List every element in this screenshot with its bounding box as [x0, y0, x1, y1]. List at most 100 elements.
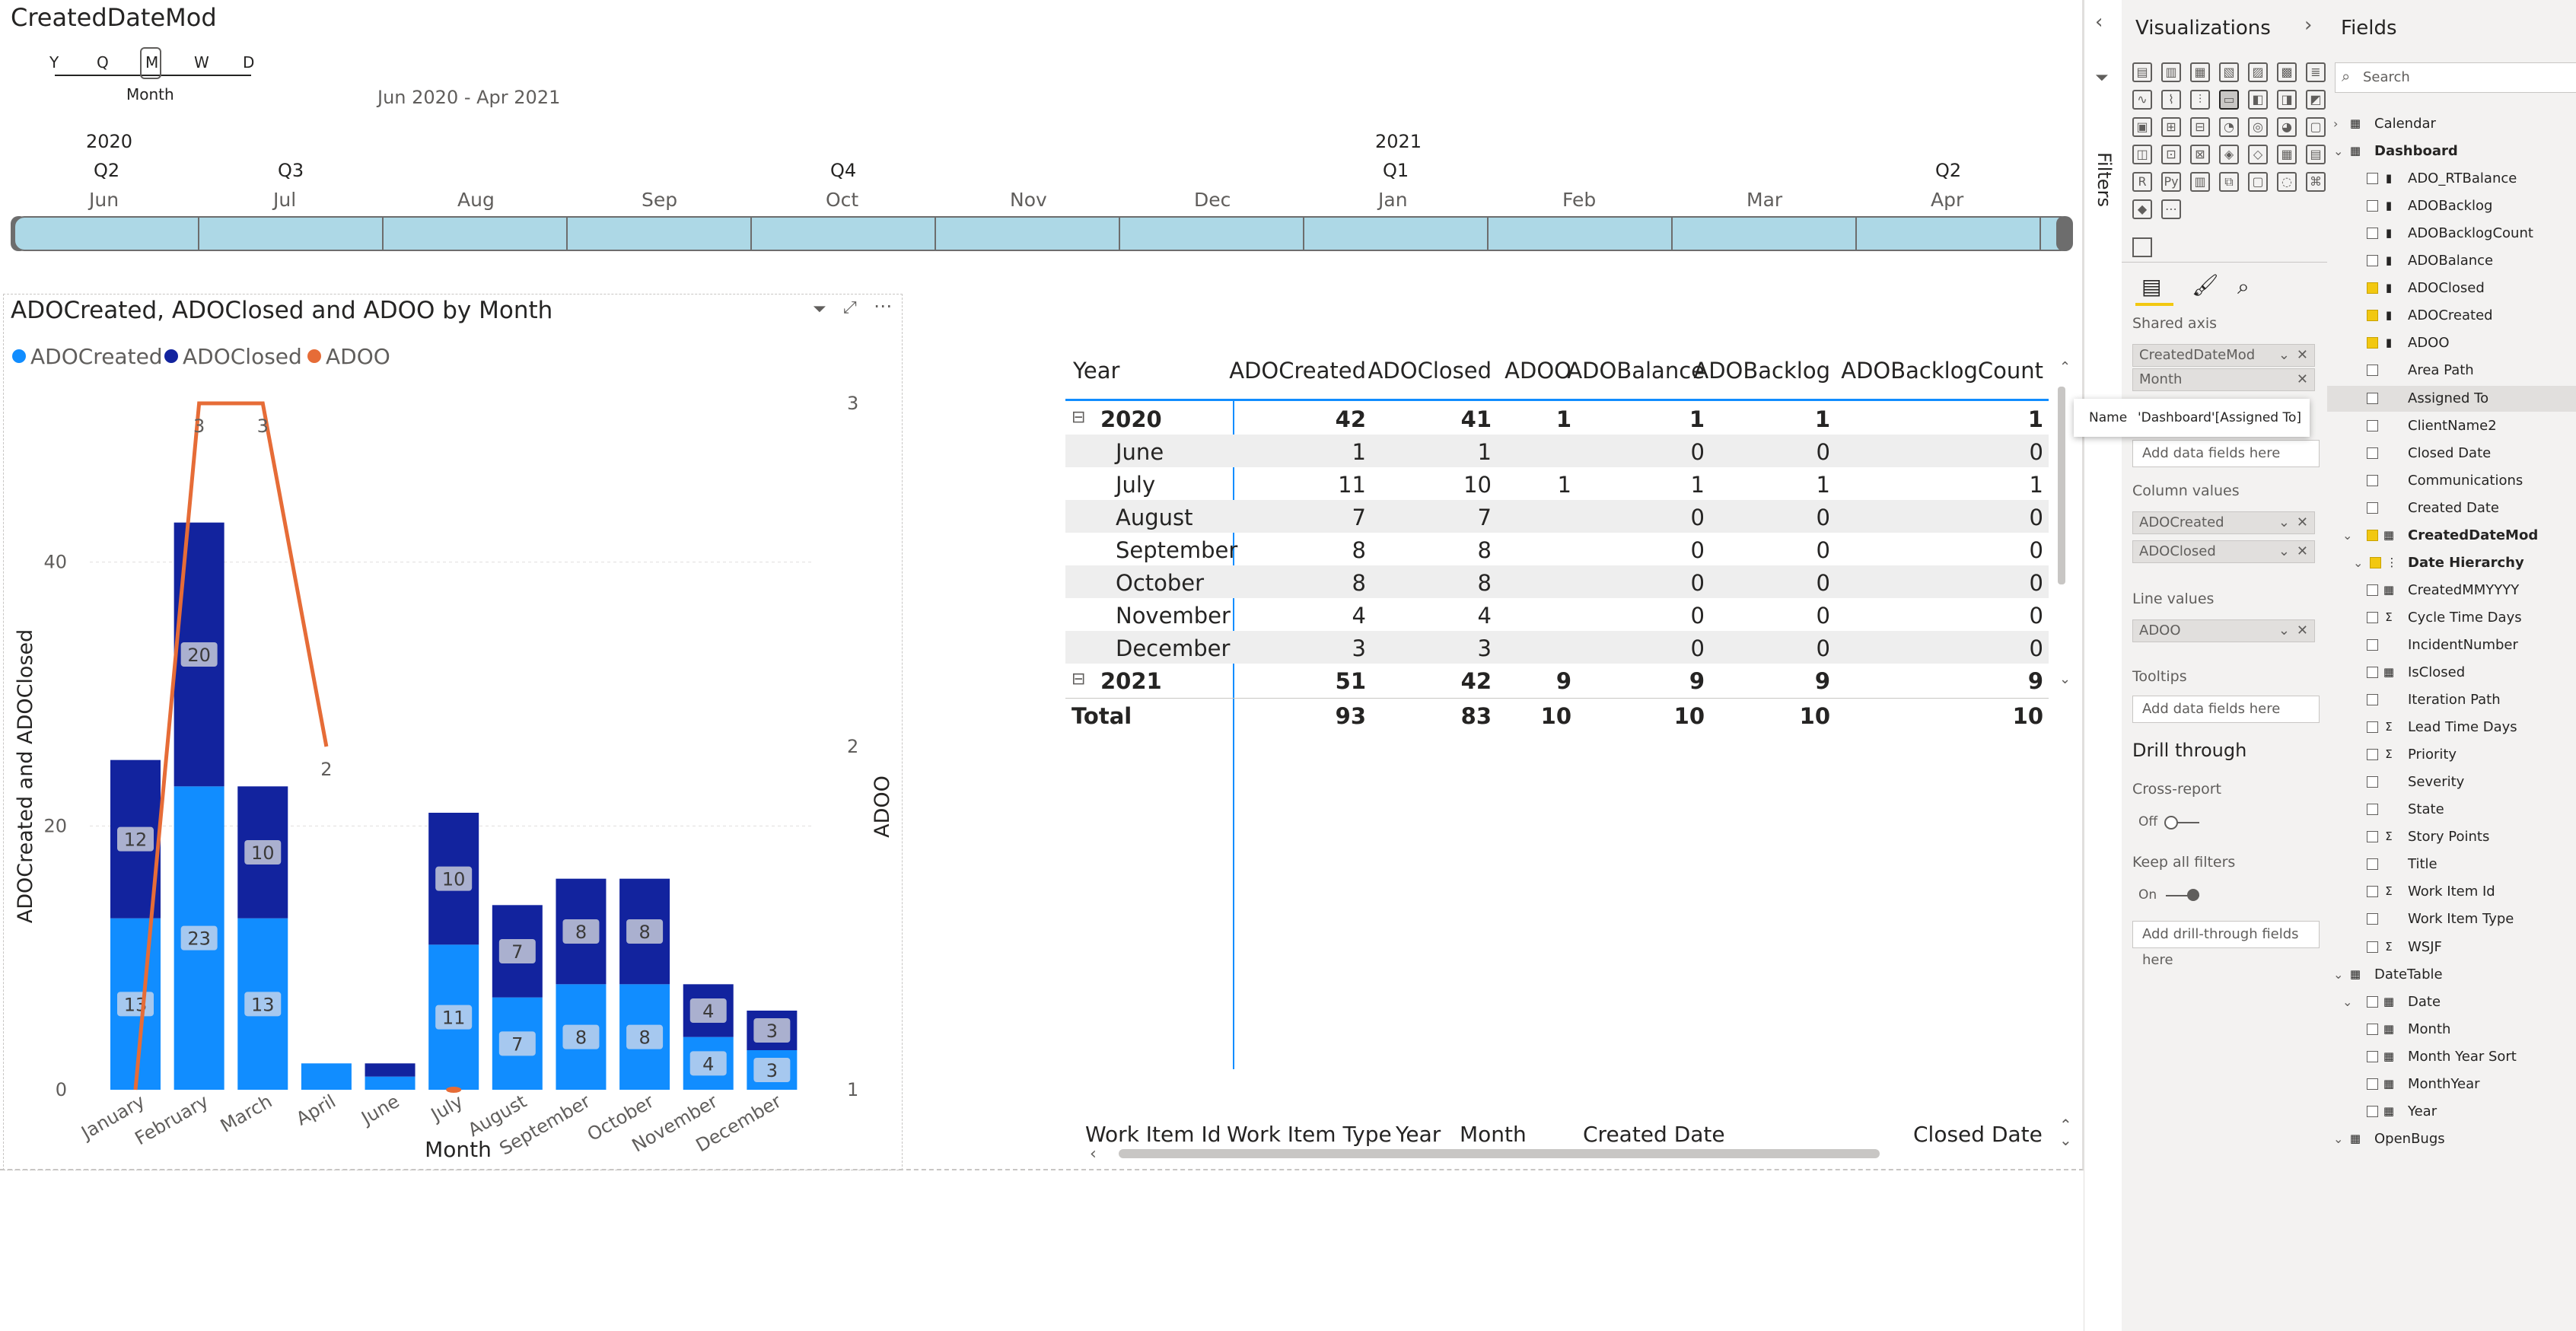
- timeline-bar[interactable]: [14, 216, 2071, 251]
- timeline-cell[interactable]: [384, 218, 568, 250]
- timeline-cell[interactable]: [15, 218, 199, 250]
- field-checkbox[interactable]: [2367, 941, 2378, 953]
- visual-type-icon[interactable]: ⊠: [2190, 145, 2210, 164]
- legend-item-adocreated[interactable]: ADOCreated: [12, 344, 163, 369]
- timeline-cell[interactable]: [199, 218, 384, 250]
- more-options-icon[interactable]: ⋯: [874, 295, 892, 317]
- field-item[interactable]: ▦ Month Year Sort: [2327, 1044, 2576, 1070]
- remove-icon[interactable]: ✕: [2296, 371, 2308, 387]
- field-item[interactable]: ▮ ADOCreated: [2327, 303, 2576, 329]
- field-checkbox[interactable]: [2367, 584, 2378, 596]
- field-checkbox[interactable]: [2367, 804, 2378, 816]
- timeline-cell[interactable]: [1304, 218, 1489, 250]
- field-checkbox[interactable]: [2367, 502, 2378, 514]
- field-item[interactable]: Σ Story Points: [2327, 824, 2576, 850]
- visual-type-icon[interactable]: ▦: [2190, 62, 2210, 82]
- field-item[interactable]: ⌄ ▦ DateTable: [2327, 962, 2576, 988]
- field-checkbox[interactable]: [2367, 337, 2378, 349]
- field-item[interactable]: Σ Lead Time Days: [2327, 715, 2576, 740]
- field-checkbox[interactable]: [2367, 200, 2378, 212]
- matrix-row[interactable]: Total 93 83 10 10 10 10: [1065, 698, 2049, 731]
- matrix-column-header[interactable]: Year: [1073, 358, 1120, 384]
- matrix-row[interactable]: December 3 3 0 0 0: [1065, 631, 2049, 664]
- expand-caret-icon[interactable]: ⌄: [2353, 555, 2364, 570]
- visual-type-icon[interactable]: ≣: [2306, 62, 2326, 82]
- field-item[interactable]: ▮ ADO_RTBalance: [2327, 166, 2576, 192]
- expand-caret-icon[interactable]: ⌄: [2333, 1131, 2344, 1146]
- visual-type-icon[interactable]: ◇: [2248, 145, 2268, 164]
- visual-type-icon[interactable]: ⧉: [2219, 172, 2239, 192]
- granularity-option-w[interactable]: W: [194, 53, 209, 72]
- field-checkbox[interactable]: [2367, 694, 2378, 706]
- field-checkbox[interactable]: [2367, 474, 2378, 486]
- timeline-cell[interactable]: [752, 218, 936, 250]
- field-item[interactable]: ▮ ADOBacklog: [2327, 193, 2576, 219]
- search-box[interactable]: ⌕ Search: [2335, 62, 2576, 93]
- granularity-option-m[interactable]: M: [145, 53, 159, 72]
- field-item[interactable]: ▦ CreatedMMYYYY: [2327, 578, 2576, 603]
- field-checkbox[interactable]: [2367, 667, 2378, 678]
- expand-chevron-icon[interactable]: ›: [2304, 14, 2313, 37]
- column-field-adoclosed[interactable]: ADOClosed ⌄ ✕: [2132, 540, 2315, 563]
- field-checkbox[interactable]: [2367, 721, 2378, 734]
- timeline-end-handle[interactable]: [2056, 216, 2073, 251]
- expand-caret-icon[interactable]: ⌄: [2342, 994, 2353, 1009]
- expand-collapse-icon[interactable]: ⊟: [1071, 670, 1086, 689]
- visual-type-icon[interactable]: ◩: [2306, 90, 2326, 110]
- visual-type-icon[interactable]: ▢: [2248, 172, 2268, 192]
- remove-icon[interactable]: ✕: [2296, 623, 2308, 638]
- field-checkbox[interactable]: [2367, 611, 2378, 623]
- bar-adoclosed[interactable]: [365, 1063, 416, 1077]
- field-checkbox[interactable]: [2367, 173, 2378, 185]
- scroll-up-icon[interactable]: ⌃: [2059, 359, 2071, 375]
- line-adoo-point[interactable]: [446, 1087, 462, 1093]
- combo-chart-visual[interactable]: ADOCreated, ADOClosed and ADOO by Month …: [6, 295, 901, 1167]
- visual-type-icon[interactable]: ▢: [2306, 117, 2326, 137]
- remove-icon[interactable]: ✕: [2296, 347, 2308, 363]
- field-item[interactable]: Work Item Type: [2327, 906, 2576, 932]
- visual-type-icon[interactable]: ▧: [2219, 62, 2239, 82]
- timeline-cell[interactable]: [1489, 218, 1673, 250]
- matrix-column-header[interactable]: ADOBalance: [1567, 358, 1705, 384]
- chevron-down-icon[interactable]: ⌄: [2278, 347, 2290, 363]
- visual-type-icon[interactable]: ⊡: [2161, 145, 2181, 164]
- matrix-column-header[interactable]: ADOO: [1505, 358, 1571, 384]
- field-item[interactable]: Assigned To: [2327, 385, 2576, 412]
- field-item[interactable]: ⌄ ▦ Date: [2327, 989, 2576, 1015]
- field-item[interactable]: Iteration Path: [2327, 687, 2576, 713]
- visual-type-icon[interactable]: ▦: [2277, 145, 2297, 164]
- field-item[interactable]: Closed Date: [2327, 441, 2576, 466]
- field-item[interactable]: ▦ Year: [2327, 1099, 2576, 1125]
- field-checkbox[interactable]: [2367, 419, 2378, 431]
- fields-tab-icon[interactable]: ▤: [2141, 274, 2162, 299]
- visual-type-icon[interactable]: Py: [2161, 172, 2181, 192]
- granularity-option-d[interactable]: D: [243, 53, 255, 72]
- field-item[interactable]: ClientName2: [2327, 413, 2576, 439]
- bar-adocreated[interactable]: [301, 1063, 352, 1090]
- line-adoo[interactable]: [133, 401, 329, 1091]
- field-item[interactable]: Σ Work Item Id: [2327, 879, 2576, 905]
- line-field-adoo[interactable]: ADOO ⌄ ✕: [2132, 619, 2315, 642]
- visual-type-icon[interactable]: ⫶: [2190, 90, 2210, 110]
- field-checkbox[interactable]: [2367, 831, 2378, 843]
- analytics-tab-icon[interactable]: ⌕: [2237, 274, 2250, 299]
- visual-type-icon[interactable]: ⋯: [2161, 199, 2181, 219]
- granularity-option-q[interactable]: Q: [97, 53, 109, 72]
- column-field-adocreated[interactable]: ADOCreated ⌄ ✕: [2132, 511, 2315, 534]
- matrix-column-header[interactable]: ADOBacklog: [1693, 358, 1830, 384]
- remove-icon[interactable]: ✕: [2296, 514, 2308, 530]
- field-item[interactable]: Title: [2327, 852, 2576, 877]
- visual-type-icon[interactable]: ◕: [2277, 117, 2297, 137]
- keep-filters-toggle-track[interactable]: [2166, 895, 2199, 896]
- field-checkbox[interactable]: [2367, 228, 2378, 240]
- bar-adocreated[interactable]: [365, 1076, 416, 1090]
- field-item[interactable]: ▦ MonthYear: [2327, 1071, 2576, 1097]
- remove-icon[interactable]: ✕: [2296, 543, 2308, 559]
- timeline-cell[interactable]: [568, 218, 752, 250]
- visual-type-icon[interactable]: ▤: [2132, 62, 2152, 82]
- field-checkbox[interactable]: [2367, 282, 2378, 295]
- detail-table-scrollbar[interactable]: [1119, 1149, 1880, 1158]
- field-item[interactable]: Σ Priority: [2327, 742, 2576, 768]
- field-checkbox[interactable]: [2367, 1078, 2378, 1090]
- expand-caret-icon[interactable]: ⌄: [2333, 144, 2344, 159]
